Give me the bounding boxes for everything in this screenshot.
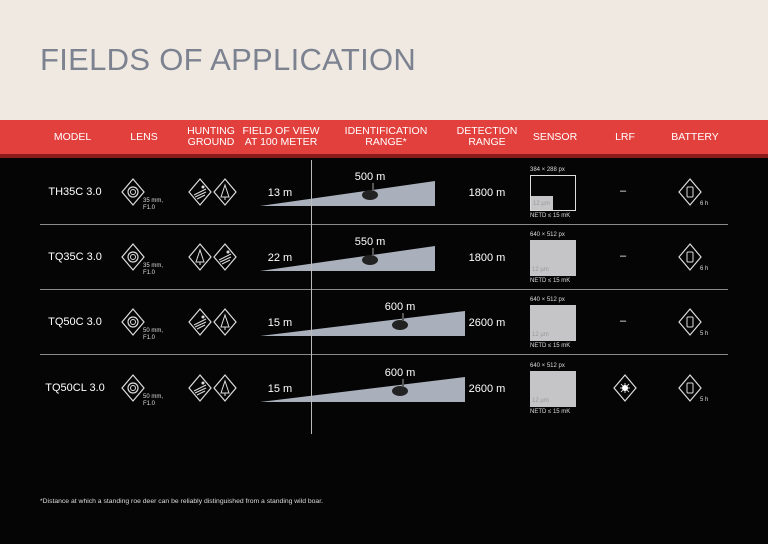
table-row: TQ50CL 3.0 50 mm, F1.0 15 m 600 m 2600 m… (0, 356, 768, 421)
range-wedge (260, 311, 465, 336)
header-fov: FIELD OF VIEW AT 100 METER (242, 125, 320, 148)
page-title: FIELDS OF APPLICATION (40, 42, 417, 77)
lens-spec: 35 mm, F1.0 (143, 263, 164, 276)
battery-icon (677, 242, 703, 277)
lens-spec: 35 mm, F1.0 (143, 198, 164, 211)
header-hunting-ground: HUNTING GROUND (187, 125, 235, 148)
identification-range: 550 m (354, 236, 386, 248)
detection-range: 1800 m (468, 187, 506, 199)
header-battery: BATTERY (671, 130, 719, 143)
row-divider (40, 289, 728, 290)
detection-range: 1800 m (468, 252, 506, 264)
sensor-netd: NETD ≤ 15 mK (530, 409, 571, 415)
table-row: TQ50C 3.0 50 mm, F1.0 15 m 600 m 2600 m … (0, 290, 768, 355)
identification-range: 600 m (384, 367, 416, 379)
fov-value: 15 m (267, 383, 293, 395)
title-band: FIELDS OF APPLICATION (0, 0, 768, 120)
sensor-resolution: 640 × 512 px (530, 363, 565, 369)
detection-range: 2600 m (468, 317, 506, 329)
sensor-graphic: 12 µm (530, 240, 576, 276)
fov-value: 13 m (267, 187, 293, 199)
field-icon (187, 307, 213, 342)
battery-life: 5 h (700, 331, 709, 337)
boar-icon (362, 255, 378, 265)
fov-value: 15 m (267, 317, 293, 329)
sensor-netd: NETD ≤ 15 mK (530, 278, 571, 284)
footnote: *Distance at which a standing roe deer c… (40, 498, 323, 505)
deer-icon (372, 248, 374, 256)
model-name: TQ50CL 3.0 (45, 382, 105, 394)
deer-icon (372, 183, 374, 191)
lens-spec: 50 mm, F1.0 (143, 328, 164, 341)
battery-icon (677, 177, 703, 212)
pixel-pitch: 12 µm (533, 200, 550, 207)
reference-line (311, 160, 312, 434)
model-name: TH35C 3.0 (48, 186, 102, 198)
sensor-resolution: 640 × 512 px (530, 297, 565, 303)
pixel-pitch: 12 µm (532, 397, 549, 404)
sensor-graphic: 12 µm (530, 175, 576, 211)
deer-icon (402, 379, 404, 387)
sensor-netd: NETD ≤ 15 mK (530, 343, 571, 349)
model-name: TQ35C 3.0 (48, 251, 102, 263)
sensor-graphic: 12 µm (530, 305, 576, 341)
range-wedge (260, 181, 435, 206)
table-row: TQ35C 3.0 35 mm, F1.0 22 m 550 m 1800 m … (0, 225, 768, 290)
header-identification-range: IDENTIFICATION RANGE* (344, 125, 428, 148)
sensor-resolution: 384 × 288 px (530, 167, 565, 173)
lrf-value: – (620, 250, 627, 262)
lens-icon (120, 373, 146, 408)
header-sensor: SENSOR (532, 130, 578, 143)
range-wedge (260, 377, 465, 402)
pixel-pitch: 12 µm (532, 331, 549, 338)
lrf-value: – (620, 315, 627, 327)
battery-life: 6 h (700, 266, 709, 272)
table-row: TH35C 3.0 35 mm, F1.0 13 m 500 m 1800 m … (0, 160, 768, 225)
sensor-resolution: 640 × 512 px (530, 232, 565, 238)
pixel-pitch: 12 µm (532, 266, 549, 273)
sensor-netd: NETD ≤ 15 mK (530, 213, 571, 219)
table-header: MODEL LENS HUNTING GROUND FIELD OF VIEW … (0, 120, 768, 158)
field-icon (212, 242, 238, 277)
battery-life: 6 h (700, 201, 709, 207)
header-detection-range: DETECTION RANGE (456, 125, 518, 148)
forest-icon (212, 307, 238, 342)
lrf-value: – (620, 185, 627, 197)
identification-range: 600 m (384, 301, 416, 313)
sensor-graphic: 12 µm (530, 371, 576, 407)
boar-icon (392, 386, 408, 396)
forest-icon (212, 177, 238, 212)
detection-range: 2600 m (468, 383, 506, 395)
identification-range: 500 m (354, 171, 386, 183)
lens-icon (120, 177, 146, 212)
row-divider (40, 224, 728, 225)
header-model: MODEL (53, 130, 92, 143)
range-wedge (260, 246, 435, 271)
battery-life: 5 h (700, 397, 709, 403)
forest-icon (187, 242, 213, 277)
lens-icon (120, 307, 146, 342)
model-name: TQ50C 3.0 (48, 316, 102, 328)
laser-icon (612, 373, 638, 408)
battery-icon (677, 373, 703, 408)
header-lrf: LRF (615, 130, 635, 143)
header-lens: LENS (130, 130, 158, 143)
boar-icon (362, 190, 378, 200)
field-icon (187, 177, 213, 212)
forest-icon (212, 373, 238, 408)
row-divider (40, 354, 728, 355)
boar-icon (392, 320, 408, 330)
deer-icon (402, 313, 404, 321)
fov-value: 22 m (267, 252, 293, 264)
field-icon (187, 373, 213, 408)
lens-spec: 50 mm, F1.0 (143, 394, 164, 407)
battery-icon (677, 307, 703, 342)
lens-icon (120, 242, 146, 277)
